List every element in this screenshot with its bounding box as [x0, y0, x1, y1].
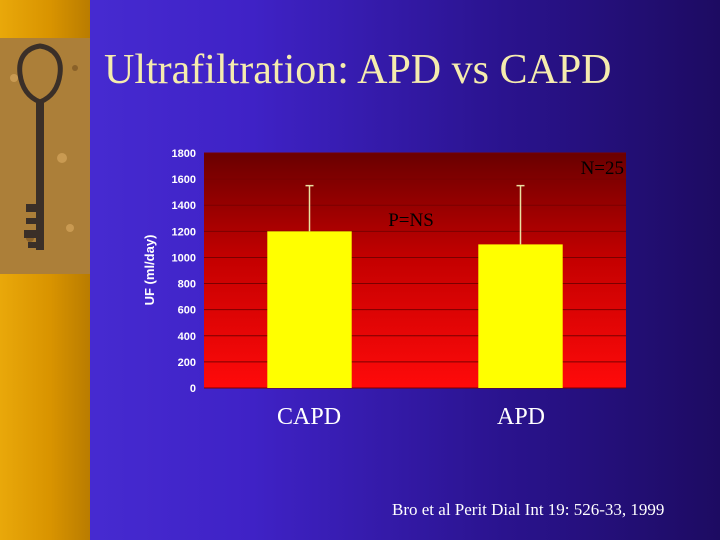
bars-group — [267, 184, 563, 388]
key-photo-image — [0, 38, 90, 274]
y-tick-label: 400 — [178, 331, 196, 343]
y-tick-label: 200 — [178, 357, 196, 369]
y-tick-label: 1000 — [172, 252, 196, 264]
citation-text: Bro et al Perit Dial Int 19: 526-33, 199… — [392, 500, 665, 519]
category-label-apd: APD — [497, 404, 546, 430]
y-tick-label: 1400 — [172, 200, 196, 212]
y-axis-label: UF (ml/day) — [142, 235, 157, 306]
bar-apd — [478, 244, 563, 388]
bar-capd — [267, 231, 352, 388]
bar-chart: 0 200 400 600 800 1000 1200 1400 1600 1800 UF (ml… — [142, 148, 626, 395]
y-tick-labels: 0 200 400 600 800 1000 1200 1400 1600 1800 — [172, 148, 196, 395]
category-label-capd: CAPD — [277, 404, 342, 430]
y-tick-label: 800 — [178, 279, 196, 291]
plot-area — [204, 153, 626, 388]
slide-title: Ultrafiltration: APD vs CAPD — [104, 47, 612, 93]
y-tick-label: 0 — [190, 383, 196, 395]
sidebar-strip — [0, 0, 90, 540]
y-tick-label: 1200 — [172, 226, 196, 238]
annotation-p: P=NS — [388, 210, 434, 231]
y-tick-label: 600 — [178, 305, 196, 317]
y-tick-label: 1600 — [172, 174, 196, 186]
annotation-n: N=25 — [581, 158, 624, 179]
y-tick-label: 1800 — [172, 148, 196, 160]
